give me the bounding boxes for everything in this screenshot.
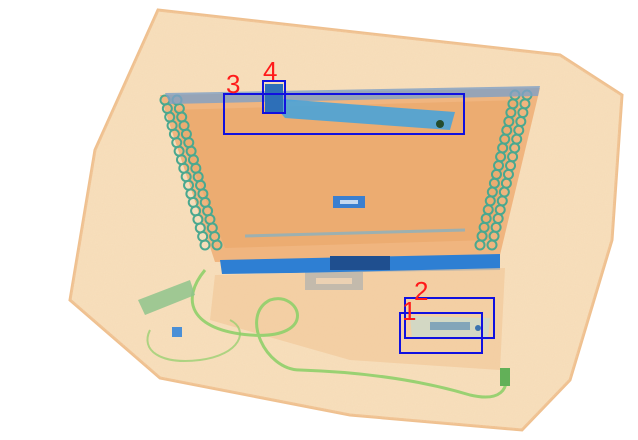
metal-tool-rivet — [436, 120, 444, 128]
metal-tool-clip — [265, 84, 283, 112]
cable — [190, 269, 508, 399]
detection-box-3 — [223, 93, 465, 135]
detection-label-3: 3 — [226, 69, 240, 99]
metal-tool — [268, 98, 455, 130]
lower-right-object-detail — [430, 322, 470, 330]
hinge-center — [330, 256, 390, 270]
right-coil-binding — [474, 89, 533, 251]
detection-box-1 — [399, 312, 483, 354]
pcb-board — [138, 280, 195, 315]
cable-loop — [146, 319, 241, 362]
detection-box-2 — [404, 297, 495, 339]
small-connector — [172, 327, 182, 337]
detection-label-2: 2 — [414, 276, 428, 306]
small-tag-inner — [340, 200, 358, 204]
coil-ring — [211, 239, 223, 251]
left-coil-binding — [159, 94, 223, 251]
coil-ring — [486, 239, 498, 251]
detection-label-4: 4 — [263, 56, 277, 86]
binder-panel — [160, 88, 540, 262]
binder-panel-shadow — [170, 100, 520, 248]
laptop-base — [210, 268, 505, 370]
lower-right-object-dot — [475, 325, 481, 331]
coil-ring — [199, 239, 211, 251]
thin-rod — [244, 228, 466, 238]
coil-ring — [474, 239, 486, 251]
green-plug — [500, 368, 510, 386]
detection-label-1: 1 — [402, 296, 416, 326]
detection-box-4 — [262, 80, 286, 114]
